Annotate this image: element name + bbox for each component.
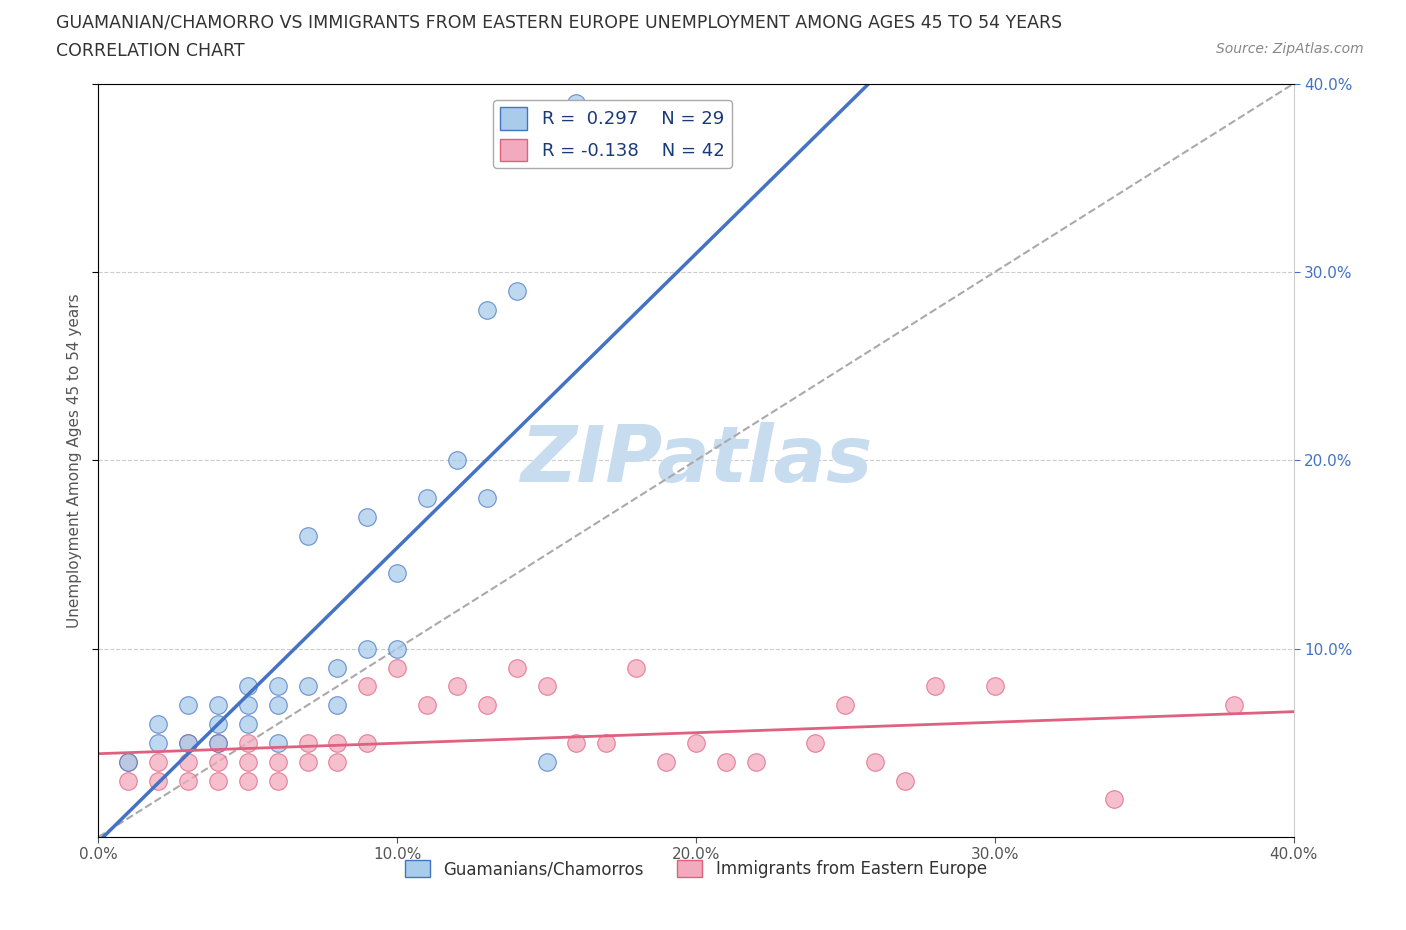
Point xyxy=(506,284,529,299)
Point xyxy=(297,679,319,694)
Point xyxy=(685,736,707,751)
Point xyxy=(326,736,349,751)
Point xyxy=(475,302,498,317)
Text: GUAMANIAN/CHAMORRO VS IMMIGRANTS FROM EASTERN EUROPE UNEMPLOYMENT AMONG AGES 45 : GUAMANIAN/CHAMORRO VS IMMIGRANTS FROM EA… xyxy=(56,14,1063,32)
Point xyxy=(326,754,349,769)
Point xyxy=(207,754,229,769)
Point xyxy=(416,698,439,712)
Point xyxy=(385,642,409,657)
Point xyxy=(207,736,229,751)
Point xyxy=(297,528,319,543)
Point xyxy=(416,491,439,506)
Point xyxy=(446,679,468,694)
Point xyxy=(117,754,139,769)
Text: ZIPatlas: ZIPatlas xyxy=(520,422,872,498)
Point xyxy=(267,773,290,788)
Point xyxy=(356,510,378,525)
Point xyxy=(984,679,1007,694)
Point xyxy=(475,491,498,506)
Point xyxy=(148,754,170,769)
Point xyxy=(297,736,319,751)
Point xyxy=(385,660,409,675)
Legend: Guamanians/Chamorros, Immigrants from Eastern Europe: Guamanians/Chamorros, Immigrants from Ea… xyxy=(398,854,994,885)
Point xyxy=(177,773,200,788)
Point xyxy=(207,717,229,732)
Point xyxy=(207,698,229,712)
Point xyxy=(565,95,588,110)
Point xyxy=(236,679,259,694)
Point xyxy=(326,698,349,712)
Point xyxy=(1104,792,1126,807)
Point xyxy=(148,736,170,751)
Point xyxy=(236,754,259,769)
Text: CORRELATION CHART: CORRELATION CHART xyxy=(56,42,245,60)
Point xyxy=(177,698,200,712)
Point xyxy=(356,736,378,751)
Point xyxy=(924,679,946,694)
Point xyxy=(894,773,917,788)
Point xyxy=(297,754,319,769)
Point xyxy=(148,773,170,788)
Point xyxy=(506,660,529,675)
Point xyxy=(236,717,259,732)
Point xyxy=(207,773,229,788)
Point xyxy=(267,679,290,694)
Point xyxy=(865,754,887,769)
Point xyxy=(565,736,588,751)
Point xyxy=(356,642,378,657)
Point xyxy=(267,698,290,712)
Y-axis label: Unemployment Among Ages 45 to 54 years: Unemployment Among Ages 45 to 54 years xyxy=(66,293,82,628)
Point xyxy=(117,754,139,769)
Point xyxy=(148,717,170,732)
Point xyxy=(177,736,200,751)
Point xyxy=(834,698,856,712)
Point xyxy=(267,754,290,769)
Point xyxy=(177,754,200,769)
Point xyxy=(1223,698,1246,712)
Point xyxy=(745,754,768,769)
Point xyxy=(804,736,827,751)
Point xyxy=(446,453,468,468)
Point xyxy=(117,773,139,788)
Point xyxy=(536,679,558,694)
Point xyxy=(714,754,737,769)
Point xyxy=(385,565,409,580)
Point xyxy=(207,736,229,751)
Point xyxy=(236,698,259,712)
Point xyxy=(267,736,290,751)
Point xyxy=(326,660,349,675)
Point xyxy=(356,679,378,694)
Point xyxy=(655,754,678,769)
Text: Source: ZipAtlas.com: Source: ZipAtlas.com xyxy=(1216,42,1364,56)
Point xyxy=(536,754,558,769)
Point xyxy=(236,736,259,751)
Point xyxy=(475,698,498,712)
Point xyxy=(626,660,648,675)
Point xyxy=(595,736,617,751)
Point xyxy=(177,736,200,751)
Point xyxy=(236,773,259,788)
